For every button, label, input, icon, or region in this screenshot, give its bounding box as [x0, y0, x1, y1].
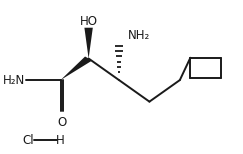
Text: H: H: [56, 134, 65, 147]
Text: H₂N: H₂N: [3, 74, 26, 87]
Text: O: O: [57, 116, 66, 128]
Polygon shape: [61, 57, 92, 80]
Text: HO: HO: [80, 15, 98, 28]
Text: NH₂: NH₂: [128, 29, 151, 42]
Polygon shape: [84, 28, 93, 59]
Text: Cl: Cl: [22, 134, 34, 147]
